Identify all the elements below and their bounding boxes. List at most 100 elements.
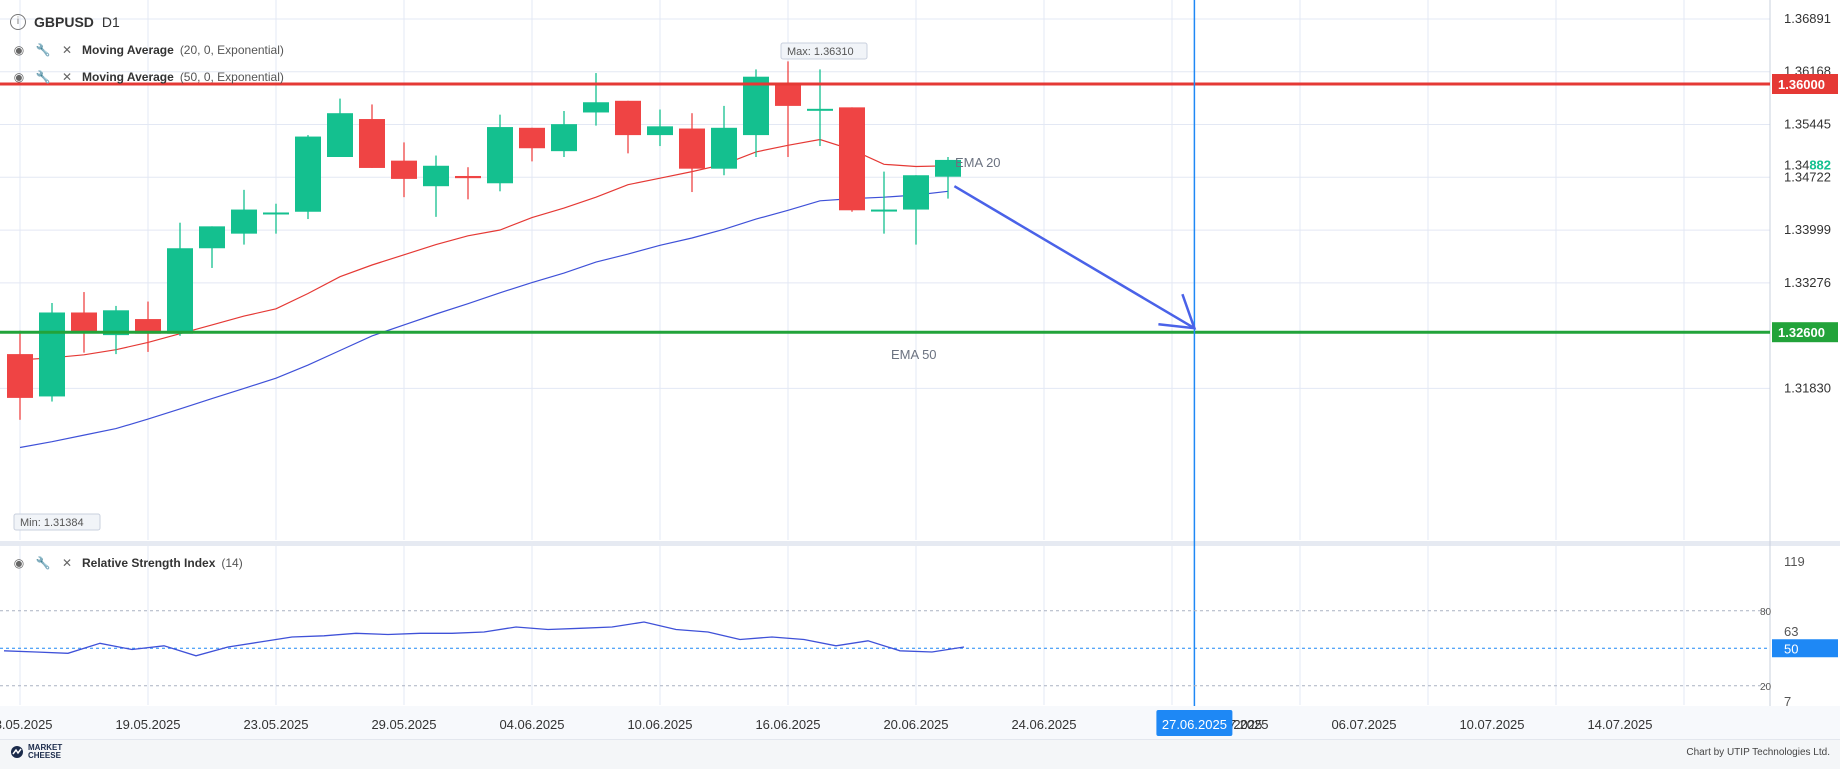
x-tick-label: 04.06.2025	[499, 717, 564, 732]
ema20-line	[19, 138, 949, 361]
ema20-legend: ◉ 🔧 ✕ Moving Average (20, 0, Exponential…	[10, 41, 284, 59]
rsi-tick-label: 20	[1760, 682, 1772, 693]
wrench-icon[interactable]: 🔧	[35, 70, 51, 84]
min-price-label: Min: 1.31384	[20, 517, 84, 529]
candle	[519, 127, 545, 162]
x-tick-label: 16.06.2025	[755, 717, 820, 732]
ema50-label: EMA 50	[891, 347, 937, 362]
candle-body	[327, 113, 353, 157]
candle	[775, 61, 801, 157]
brand-line-2: CHEESE	[28, 751, 61, 760]
min-price-label-box	[13, 513, 101, 531]
symbol-label: GBPUSD	[34, 14, 94, 30]
rsi-50-tag-box	[1772, 639, 1838, 658]
indicator-params: (20, 0, Exponential)	[179, 43, 284, 57]
candle-body	[231, 209, 257, 234]
candle	[359, 104, 385, 168]
y-tick-label: 1.35445	[1784, 117, 1831, 132]
x-tick-label: 13.05.2025	[0, 717, 53, 732]
max-price-label: Max: 1.36310	[787, 46, 854, 58]
eye-icon[interactable]: ◉	[13, 556, 25, 570]
candle-body	[935, 159, 961, 177]
candle-body	[487, 127, 513, 184]
candle-body	[743, 76, 769, 136]
footer-bar	[0, 739, 1840, 769]
candle-body	[647, 126, 673, 136]
chart-canvas[interactable]: 1.368911.361681.354451.347221.339991.332…	[0, 0, 1840, 739]
candle	[551, 111, 577, 157]
ema50-legend: ◉ 🔧 ✕ Moving Average (50, 0, Exponential…	[10, 68, 284, 86]
candle-body	[423, 165, 449, 187]
chart-credit: Chart by UTIP Technologies Ltd.	[1686, 747, 1830, 758]
candle	[615, 100, 641, 154]
y-tick-label: 1.33276	[1784, 275, 1831, 290]
timeframe-label: D1	[101, 14, 120, 30]
candle-body	[359, 119, 385, 168]
wrench-icon[interactable]: 🔧	[35, 556, 51, 570]
x-tick-label: 29.05.2025	[371, 717, 436, 732]
candle	[327, 98, 353, 157]
candle-body	[775, 82, 801, 106]
indicator-name: Moving Average	[82, 70, 174, 84]
candle-body	[135, 319, 161, 334]
candle	[839, 107, 865, 212]
y-tick-label: 1.33999	[1784, 222, 1831, 237]
support-price-tag-text: 1.32600	[1778, 325, 1825, 340]
eye-icon[interactable]: ◉	[13, 70, 25, 84]
candle-body	[391, 160, 417, 179]
chart-title: i GBPUSD D1	[10, 14, 120, 30]
candle-body	[295, 136, 321, 212]
chart-background	[0, 0, 1840, 739]
candle	[935, 157, 961, 199]
rsi-tick-label: 119	[1784, 554, 1805, 569]
x-tick-label: 20.06.2025	[883, 717, 948, 732]
candle-body	[807, 108, 833, 111]
candle	[583, 73, 609, 126]
indicator-params: (14)	[221, 556, 243, 570]
y-tick-label: 1.34722	[1784, 169, 1831, 184]
candle-body	[39, 312, 65, 397]
candle	[711, 105, 737, 176]
candle	[423, 155, 449, 217]
candle-body	[551, 124, 577, 152]
wrench-icon[interactable]: 🔧	[35, 43, 51, 57]
rsi-legend: ◉ 🔧 ✕ Relative Strength Index (14)	[10, 554, 243, 572]
indicator-name: Relative Strength Index	[82, 556, 216, 570]
candle-body	[871, 209, 897, 212]
candle	[263, 203, 289, 234]
rsi-50-tag-text: 50	[1784, 641, 1798, 656]
rsi-tick-label: 80	[1760, 607, 1772, 618]
rsi-tick-label: 63	[1784, 624, 1798, 639]
resistance-price-tag-box	[1772, 74, 1838, 94]
close-icon[interactable]: ✕	[61, 556, 73, 570]
candle	[871, 171, 897, 234]
candle-body	[711, 127, 737, 169]
forecast-arrow-head	[1158, 293, 1197, 330]
candle	[7, 330, 33, 420]
close-icon[interactable]: ✕	[61, 70, 73, 84]
x-tick-label: 14.07.2025	[1587, 717, 1652, 732]
x-tick-label: 23.05.2025	[243, 717, 308, 732]
candle	[39, 303, 65, 402]
info-icon[interactable]: i	[10, 14, 26, 30]
candle-body	[679, 128, 705, 169]
candle	[455, 167, 481, 200]
candle-body	[263, 212, 289, 215]
candle	[167, 222, 193, 336]
resistance-price-tag-text: 1.36000	[1778, 77, 1825, 92]
candle	[231, 189, 257, 245]
crosshair-date-text: 27.06.2025	[1162, 717, 1227, 732]
candle-body	[167, 248, 193, 334]
ema50-line	[19, 190, 949, 449]
candle-body	[839, 107, 865, 211]
candle-body	[455, 175, 481, 179]
close-icon[interactable]: ✕	[61, 43, 73, 57]
candle-body	[199, 226, 225, 249]
eye-icon[interactable]: ◉	[13, 43, 25, 57]
pane-separator	[0, 541, 1840, 546]
rsi-tick-label: 7	[1784, 694, 1791, 709]
support-price-tag-box	[1772, 322, 1838, 343]
time-axis-background	[0, 706, 1840, 739]
crosshair-date-box	[1156, 710, 1233, 736]
x-tick-label: 19.05.2025	[115, 717, 180, 732]
